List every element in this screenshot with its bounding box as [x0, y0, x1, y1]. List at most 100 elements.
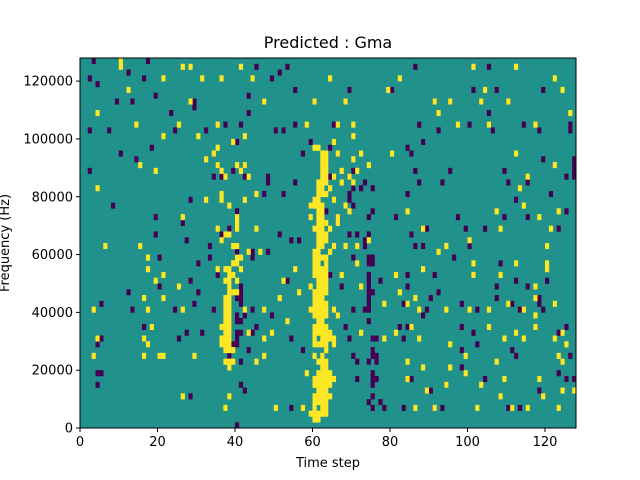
heatmap-cell-low	[242, 173, 247, 180]
heatmap-cell-high	[227, 266, 232, 273]
heatmap-cell-high	[417, 335, 422, 342]
heatmap-cell-high	[320, 225, 325, 232]
heatmap-cell-high	[444, 306, 449, 313]
heatmap-cell-high	[223, 300, 228, 307]
heatmap-cell-low	[235, 335, 240, 342]
heatmap-cell-high	[188, 98, 193, 105]
heatmap-cell-high	[533, 295, 538, 302]
heatmap-cell-high	[351, 121, 356, 128]
heatmap-cell-low	[281, 190, 286, 198]
heatmap-cell-high	[320, 173, 325, 180]
heatmap-cell-low	[514, 352, 519, 359]
y-axis: 0 20000 40000 60000 80000 100000 120000	[23, 75, 80, 437]
heatmap-cell-high	[324, 162, 329, 169]
heatmap-cell-high	[339, 271, 344, 278]
heatmap-cell-high	[223, 231, 228, 238]
heatmap-cell-low	[459, 347, 464, 354]
heatmap-cell-high	[552, 300, 557, 307]
heatmap-cell-low	[293, 86, 298, 93]
heatmap-cell-low	[366, 300, 371, 307]
heatmap-cell-low	[126, 289, 131, 296]
heatmap-cell-high	[223, 306, 228, 313]
heatmap-cell-high	[258, 248, 263, 255]
heatmap-cell-high	[145, 341, 151, 348]
heatmap-cell-high	[320, 243, 325, 250]
heatmap-cell-high	[397, 289, 402, 296]
heatmap-cell-low	[188, 393, 193, 400]
heatmap-cell-high	[498, 225, 503, 232]
heatmap-cell-high	[324, 179, 329, 186]
heatmap-cell-high	[320, 254, 325, 261]
heatmap-cell-high	[273, 404, 278, 411]
heatmap-cell-high	[262, 98, 267, 105]
heatmap-cell-high	[145, 254, 151, 261]
heatmap-cell-low	[366, 318, 371, 325]
heatmap-cell-high	[254, 190, 259, 198]
heatmap-cell-high	[331, 375, 337, 383]
heatmap-cell-low	[176, 335, 182, 342]
heatmap-cell-high	[231, 347, 236, 354]
heatmap-cell-low	[219, 231, 224, 238]
heatmap-cell-low	[413, 167, 418, 174]
heatmap-cell-high	[235, 260, 240, 267]
heatmap-cell-high	[328, 225, 333, 232]
heatmap-cell-low	[211, 173, 216, 180]
heatmap-cell-high	[320, 219, 325, 226]
heatmap-cell-low	[413, 243, 418, 250]
heatmap-cell-low	[250, 329, 255, 336]
heatmap-cell-low	[235, 248, 240, 255]
heatmap-cell-high	[153, 167, 158, 174]
heatmap-cell-low	[235, 422, 240, 429]
heatmap-cell-high	[386, 86, 391, 93]
heatmap-cell-low	[238, 329, 244, 336]
heatmap-cell-high	[231, 289, 236, 296]
heatmap-cell-low	[525, 179, 530, 186]
heatmap-cell-high	[560, 358, 565, 365]
heatmap-cell-low	[525, 214, 530, 221]
heatmap-cell-low	[351, 185, 356, 192]
heatmap-cell-low	[142, 323, 147, 331]
heatmap-cell-high	[328, 335, 333, 342]
heatmap-cell-low	[297, 237, 302, 244]
heatmap-cell-low	[432, 271, 437, 278]
heatmap-cell-high	[219, 341, 224, 348]
heatmap-cell-high	[95, 335, 100, 342]
heatmap-cell-low	[157, 283, 162, 290]
heatmap-cell-high	[486, 323, 492, 331]
heatmap-cell-high	[219, 167, 224, 174]
heatmap-cell-high	[285, 318, 290, 325]
heatmap-cell-high	[142, 295, 147, 302]
heatmap-cell-low	[475, 306, 480, 313]
heatmap-cell-low	[556, 370, 561, 377]
heatmap-cell-high	[324, 289, 329, 296]
heatmap-cell-high	[215, 121, 220, 128]
heatmap-cell-high	[486, 306, 492, 313]
heatmap-cell-low	[436, 127, 441, 134]
heatmap-cell-high	[448, 98, 453, 105]
heatmap-cell-low	[502, 167, 507, 174]
heatmap-cell-low	[564, 323, 569, 331]
heatmap-cell-low	[238, 300, 244, 307]
heatmap-cell-low	[223, 121, 228, 128]
heatmap-cell-high	[308, 283, 313, 290]
heatmap-cell-high	[494, 358, 499, 365]
heatmap-cell-high	[262, 335, 267, 342]
heatmap-cell-low	[219, 173, 224, 180]
heatmap-cell-high	[506, 98, 511, 105]
heatmap-cell-high	[320, 387, 325, 394]
heatmap-cell-high	[312, 144, 317, 151]
heatmap-cell-high	[316, 190, 321, 198]
heatmap-cell-low	[413, 63, 418, 70]
heatmap-cell-low	[351, 306, 356, 313]
heatmap-cell-high	[118, 63, 123, 70]
heatmap-cell-low	[281, 127, 286, 134]
heatmap-cell-high	[312, 375, 317, 383]
heatmap-cell-high	[324, 410, 329, 417]
heatmap-cell-low	[564, 375, 569, 383]
heatmap-cell-high	[238, 167, 244, 174]
heatmap-cell-high	[312, 295, 317, 302]
heatmap-cell-high	[436, 110, 441, 117]
heatmap-cell-high	[339, 179, 344, 186]
heatmap-cell-low	[153, 92, 158, 99]
heatmap-cell-high	[316, 283, 321, 290]
